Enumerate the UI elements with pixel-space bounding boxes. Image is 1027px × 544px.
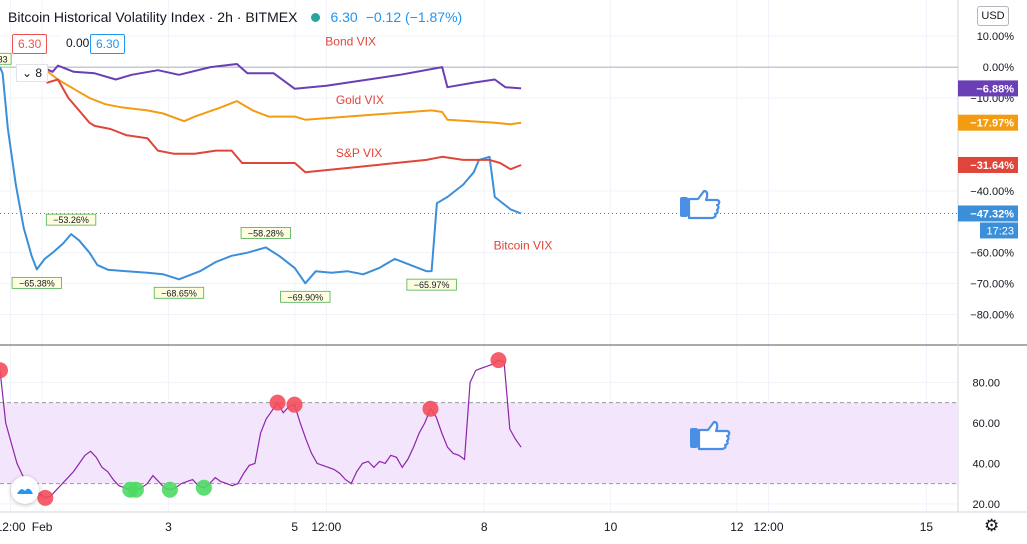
time-axis: 12:00 Feb 3 5 12:00 8 10 12 12:00 15 xyxy=(0,511,1027,534)
overbought-dot xyxy=(490,352,507,369)
x-tick-label: 12:00 xyxy=(0,520,26,534)
y-tick-label: −80.00% xyxy=(970,310,1014,322)
y-tick-label: 10.00% xyxy=(977,31,1015,43)
chevron-down-icon: ⌄ xyxy=(22,66,33,80)
price-axis: 10.00%0.00%−10.00%−40.00%−60.00%−70.00%−… xyxy=(958,31,1018,511)
spread-value: 0.00 xyxy=(61,34,95,52)
annotation-gold-vix: Gold VIX xyxy=(336,93,384,107)
x-tick-label: 12:00 xyxy=(311,520,341,534)
series-line-bond-vix xyxy=(41,63,522,90)
series-annotations: Bond VIX Gold VIX S&P VIX Bitcoin VIX xyxy=(325,34,552,252)
last-value-badge xyxy=(958,205,1018,222)
value-marker-box xyxy=(280,290,331,303)
thumb-hand xyxy=(697,420,731,451)
value-marker-box xyxy=(153,286,205,299)
y-tick-label: −40.00% xyxy=(970,186,1014,198)
value-marker-box xyxy=(45,213,97,226)
series-line-s-p-vix xyxy=(41,66,522,174)
thumbs-up-icon xyxy=(690,420,731,451)
overbought-dot xyxy=(269,394,286,411)
overbought-dot xyxy=(286,396,303,413)
series-line-gold-vix xyxy=(41,66,522,126)
value-marker-label: −58.28% xyxy=(248,228,284,238)
rsi-tick-label: 40.00 xyxy=(972,458,1000,470)
x-tick-label: 10 xyxy=(604,520,618,534)
thumbs-up-icon xyxy=(680,189,721,220)
annotation-bitcoin-vix: Bitcoin VIX xyxy=(494,239,553,253)
gear-icon[interactable]: ⚙ xyxy=(984,516,1000,535)
value-marker-box xyxy=(240,227,291,239)
rsi-tick-label: 80.00 xyxy=(972,377,1000,389)
signal-dot xyxy=(127,481,144,498)
rsi-band-lines xyxy=(0,402,958,485)
value-marker-box xyxy=(0,52,12,65)
last-value-badge xyxy=(958,114,1018,131)
value-marker-label: −65.38% xyxy=(19,278,55,288)
signal-dot xyxy=(195,479,212,496)
x-tick-label: Feb xyxy=(32,520,53,534)
last-value-badge xyxy=(958,156,1018,173)
annotation-s-p-vix: S&P VIX xyxy=(336,146,382,160)
countdown-label: 17:23 xyxy=(986,225,1014,237)
last-value-label: −47.32% xyxy=(970,208,1014,220)
value-marker-label: −69.90% xyxy=(287,292,323,302)
value-marker-label: −65.97% xyxy=(414,280,450,290)
overbought-dot xyxy=(0,362,8,379)
annotation-bond-vix: Bond VIX xyxy=(325,34,376,48)
thumb-cuff xyxy=(690,428,698,448)
rsi-signal-dots xyxy=(0,352,507,506)
last-value-label: −31.64% xyxy=(970,160,1014,172)
indicator-count: 8 xyxy=(35,66,43,80)
rsi-tick-label: 20.00 xyxy=(972,499,1000,511)
value-marker-box xyxy=(406,278,457,291)
thumbs-layer xyxy=(680,189,731,451)
last-value-badge xyxy=(958,80,1018,97)
value-marker-label: −68.65% xyxy=(161,288,197,298)
currency-button[interactable]: USD xyxy=(977,6,1009,26)
collapse-indicators-button[interactable]: ⌄ 8 xyxy=(16,64,49,82)
value-markers: 33 −65.38% −53.26% −68.65% −58.28% −69.90% −65… xyxy=(0,52,457,303)
rsi-band xyxy=(0,402,958,484)
series-line-bitcoin-vix xyxy=(0,66,522,285)
thumb-cuff xyxy=(680,197,688,217)
x-tick-label: 5 xyxy=(291,520,298,534)
signal-dot xyxy=(161,481,178,498)
value-marker-box xyxy=(11,276,62,289)
current-price: 6.30 xyxy=(330,9,358,25)
x-tick-label: 15 xyxy=(920,520,934,534)
countdown-badge xyxy=(980,222,1018,239)
x-tick-label: 12 xyxy=(730,520,744,534)
x-tick-label: 12:00 xyxy=(753,520,783,534)
market-status-icon xyxy=(311,12,321,22)
overbought-dot xyxy=(422,400,439,417)
rsi-tick-label: 60.00 xyxy=(972,418,1000,430)
y-tick-label: 0.00% xyxy=(983,62,1014,74)
x-tick-label: 3 xyxy=(165,520,172,534)
value-marker-label: −53.26% xyxy=(53,215,89,225)
thumb-hand xyxy=(687,189,721,220)
last-value-label: −17.97% xyxy=(970,118,1014,130)
buy-price-box[interactable]: 6.30 xyxy=(90,34,126,54)
value-marker-label: 33 xyxy=(0,54,8,64)
price-change: −0.12 (−1.87%) xyxy=(365,9,463,25)
tradingview-logo-icon[interactable] xyxy=(11,476,39,504)
last-value-label: −6.88% xyxy=(976,83,1014,95)
chart-header: Bitcoin Historical Volatility Index · 2h… xyxy=(8,6,462,28)
y-tick-label: −60.00% xyxy=(970,248,1014,260)
sell-price-box[interactable]: 6.30 xyxy=(12,34,48,54)
symbol-title[interactable]: Bitcoin Historical Volatility Index · 2h… xyxy=(8,9,298,25)
x-tick-label: 8 xyxy=(481,520,488,534)
signal-dot xyxy=(37,489,54,506)
y-tick-label: −70.00% xyxy=(970,279,1014,291)
